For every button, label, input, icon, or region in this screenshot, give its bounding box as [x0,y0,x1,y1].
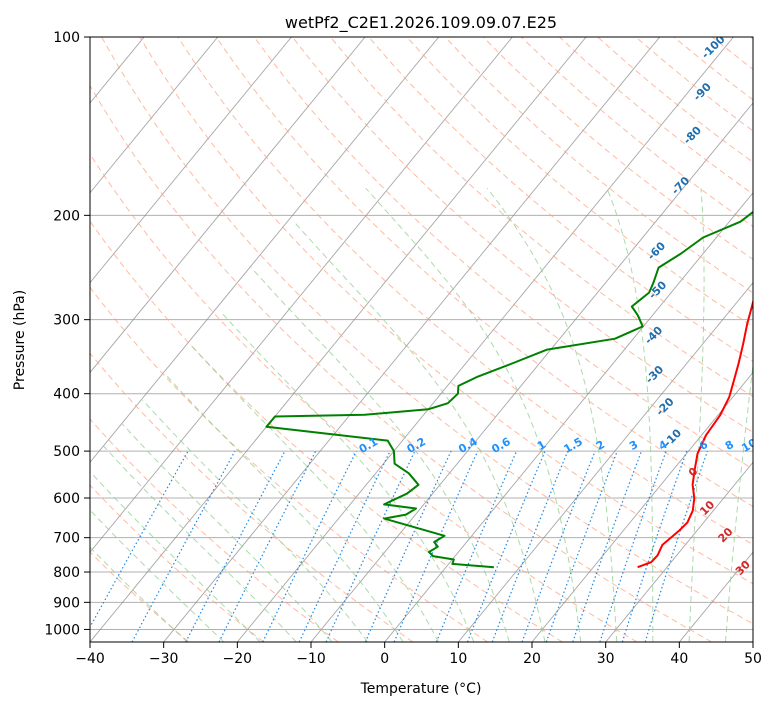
isotherm-line [605,461,753,642]
x-tick-label: 0 [380,651,389,667]
moist-adiabat-line [122,423,333,642]
dry-adiabat-line [90,153,638,642]
mixing-ratio-label: 10 [739,436,759,455]
y-tick-label: 1000 [44,622,80,638]
x-tick-label: 40 [670,651,688,667]
isotherm-line [90,37,219,194]
moist-adiabat-label: 40 [750,587,770,607]
dry-adiabat-line [90,352,414,642]
y-tick-label: 100 [53,30,80,46]
moist-adiabat-line [250,267,510,642]
x-tick-label: −40 [75,651,105,667]
moist-adiabat-line [90,509,225,642]
isotherm-line [90,37,513,553]
moist-adiabat-line [90,546,188,642]
dewpoint-profile-line [265,210,753,569]
isotherm-line [384,192,753,642]
reference-lines [90,37,753,642]
isotherm-line [90,37,440,464]
x-tick-label: −30 [149,651,179,667]
dry-adiabat-line [292,37,753,433]
y-tick-label: 600 [53,491,80,507]
x-tick-label: 30 [597,651,615,667]
mixing-ratio-line [521,450,596,642]
y-tick-label: 900 [53,595,80,611]
isotherm-line [531,371,753,642]
isotherm-line [90,37,366,374]
x-tick-label: 10 [449,651,467,667]
isotherm-line [163,37,661,642]
moist-adiabat-line [486,187,618,642]
chart-title: wetPf2_C2E1.2026.109.09.07.E25 [285,13,557,33]
mixing-ratio-line [131,450,236,642]
dry-adiabat-line [253,37,753,470]
mixing-ratio-line [572,450,643,642]
dry-adiabat-line [90,220,563,642]
x-tick-label: 50 [744,651,762,667]
x-tick-label: 20 [523,651,541,667]
dry-adiabat-line [90,418,339,642]
axes: −40 −30 −20 −10 0 10 20 30 40 50 100 200 300 400 500 60… [44,30,762,667]
y-tick-label: 400 [53,387,80,403]
moist-adiabat-line [103,445,297,642]
mixing-ratio-line [466,450,546,642]
isotherm-line [90,37,587,642]
moist-adiabat-line [90,470,261,642]
x-tick-label: −10 [296,651,326,667]
x-axis-label: Temperature (°C) [360,681,482,697]
plot-frame [89,36,754,643]
isotherm-line [310,102,753,642]
y-tick-label: 700 [53,531,80,547]
dry-adiabat-line [330,37,753,398]
moist-adiabat-line [688,188,705,642]
mixing-ratio-line [90,450,189,629]
dry-adiabat-line [215,37,753,507]
mixing-ratio-line [364,450,452,642]
mixing-ratio-line [621,450,688,642]
mixing-ratio-line [435,450,518,642]
dry-adiabat-line [90,84,712,642]
dry-adiabat-line [90,286,488,642]
mixing-ratio-line [491,450,569,642]
dry-adiabat-line [90,551,190,642]
y-tick-label: 500 [53,444,80,460]
isotherm-line [457,281,753,642]
moist-adiabat-line [142,399,369,642]
y-tick-label: 300 [53,313,80,329]
mixing-ratio-line [393,450,479,642]
y-axis-label: Pressure (hPa) [12,290,28,390]
y-tick-label: 800 [53,565,80,581]
mixing-ratio-line [644,450,708,642]
mixing-ratio-line [545,450,618,642]
dry-adiabat-line [90,484,264,642]
profile-lines [265,210,753,569]
moist-adiabat-line [189,343,439,642]
temperature-profile-line [637,298,753,569]
mixing-ratio-line [599,450,667,642]
dry-adiabat-line [177,37,753,546]
x-tick-label: −20 [223,651,253,667]
mixing-ratio-line [262,450,357,642]
y-tick-label: 200 [53,208,80,224]
moist-adiabat-line [606,188,654,642]
isotherm-line [90,37,292,284]
isotherm-line [236,37,734,642]
mixing-ratio-line [218,450,317,642]
moist-adiabat-line [164,373,404,642]
